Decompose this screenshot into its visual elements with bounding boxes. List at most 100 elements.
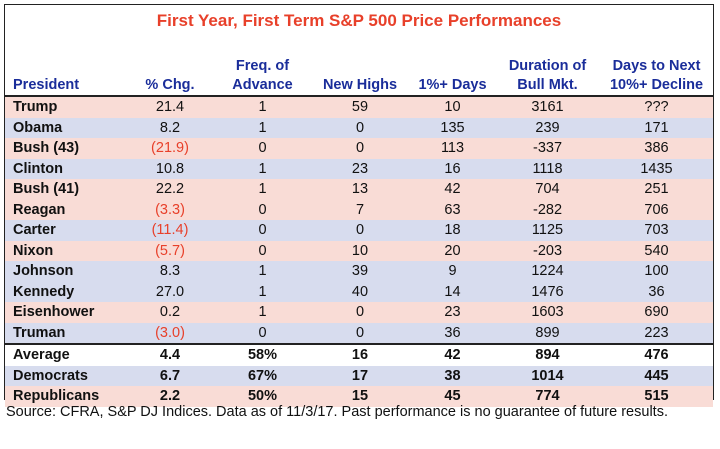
bull-duration-cell: -337 xyxy=(495,138,600,159)
pct-change-cell: 21.4 xyxy=(125,95,215,118)
new-highs-cell: 7 xyxy=(310,199,410,220)
table-row: Carter (11.4) 0 0 18 1125 703 xyxy=(5,220,713,241)
new-highs-cell: 59 xyxy=(310,95,410,118)
one-pct-days-cell: 42 xyxy=(410,179,495,200)
pct-change-cell: 2.2 xyxy=(125,386,215,407)
header-president: President xyxy=(13,77,80,93)
president-cell: Carter xyxy=(5,220,125,241)
bull-duration-cell: 1603 xyxy=(495,302,600,323)
pct-change-cell: 4.4 xyxy=(125,343,215,366)
bull-duration-cell: 774 xyxy=(495,386,600,407)
header-days-to-decline: Days to Next 10%+ Decline xyxy=(609,58,704,93)
summary-row: Democrats 6.7 67% 17 38 1014 445 xyxy=(5,365,713,386)
new-highs-cell: 39 xyxy=(310,261,410,282)
days-to-decline-cell: 540 xyxy=(600,240,713,261)
one-pct-days-cell: 113 xyxy=(410,138,495,159)
bull-duration-cell: 899 xyxy=(495,322,600,344)
freq-advance-cell: 0 xyxy=(215,199,310,220)
pct-change-cell: (5.7) xyxy=(125,240,215,261)
freq-advance-cell: 50% xyxy=(215,386,310,407)
bull-duration-cell: 239 xyxy=(495,117,600,138)
freq-advance-cell: 1 xyxy=(215,302,310,323)
table-row: Obama 8.2 1 0 135 239 171 xyxy=(5,117,713,138)
freq-advance-cell: 1 xyxy=(215,158,310,179)
one-pct-days-cell: 16 xyxy=(410,158,495,179)
bull-duration-cell: 1476 xyxy=(495,281,600,302)
table-row: Johnson 8.3 1 39 9 1224 100 xyxy=(5,261,713,282)
bull-duration-cell: 894 xyxy=(495,343,600,366)
performance-table: President % Chg. Freq. of Advance New Hig… xyxy=(5,35,713,407)
president-cell: Bush (43) xyxy=(5,138,125,159)
pct-change-cell: 8.2 xyxy=(125,117,215,138)
days-to-decline-cell: 386 xyxy=(600,138,713,159)
new-highs-cell: 0 xyxy=(310,220,410,241)
one-pct-days-cell: 9 xyxy=(410,261,495,282)
pct-change-cell: 22.2 xyxy=(125,179,215,200)
freq-advance-cell: 0 xyxy=(215,240,310,261)
header-one-pct-days: 1%+ Days xyxy=(418,77,487,93)
bull-duration-cell: 1118 xyxy=(495,158,600,179)
days-to-decline-cell: 100 xyxy=(600,261,713,282)
pct-change-cell: (11.4) xyxy=(125,220,215,241)
freq-advance-cell: 0 xyxy=(215,322,310,344)
days-to-decline-cell: ??? xyxy=(600,95,713,118)
pct-change-cell: (3.3) xyxy=(125,199,215,220)
days-to-decline-cell: 1435 xyxy=(600,158,713,179)
freq-advance-cell: 1 xyxy=(215,117,310,138)
president-cell: Average xyxy=(5,343,125,366)
table-row: Nixon (5.7) 0 10 20 -203 540 xyxy=(5,240,713,261)
president-cell: Trump xyxy=(5,95,125,118)
table-row: Reagan (3.3) 0 7 63 -282 706 xyxy=(5,199,713,220)
president-cell: Clinton xyxy=(5,158,125,179)
president-cell: Republicans xyxy=(5,386,125,407)
bull-duration-cell: -282 xyxy=(495,199,600,220)
one-pct-days-cell: 36 xyxy=(410,322,495,344)
table-frame: First Year, First Term S&P 500 Price Per… xyxy=(4,4,714,407)
one-pct-days-cell: 14 xyxy=(410,281,495,302)
one-pct-days-cell: 20 xyxy=(410,240,495,261)
pct-change-cell: 10.8 xyxy=(125,158,215,179)
bull-duration-cell: 1224 xyxy=(495,261,600,282)
days-to-decline-cell: 690 xyxy=(600,302,713,323)
table-row: Kennedy 27.0 1 40 14 1476 36 xyxy=(5,281,713,302)
days-to-decline-cell: 706 xyxy=(600,199,713,220)
days-to-decline-cell: 251 xyxy=(600,179,713,200)
president-cell: Johnson xyxy=(5,261,125,282)
summary-row: Average 4.4 58% 16 42 894 476 xyxy=(5,343,713,366)
days-to-decline-cell: 703 xyxy=(600,220,713,241)
pct-change-cell: 0.2 xyxy=(125,302,215,323)
pct-change-cell: 8.3 xyxy=(125,261,215,282)
one-pct-days-cell: 18 xyxy=(410,220,495,241)
president-cell: Obama xyxy=(5,117,125,138)
new-highs-cell: 0 xyxy=(310,302,410,323)
freq-advance-cell: 0 xyxy=(215,220,310,241)
days-to-decline-cell: 36 xyxy=(600,281,713,302)
days-to-decline-cell: 515 xyxy=(600,386,713,407)
freq-advance-cell: 1 xyxy=(215,261,310,282)
president-cell: Nixon xyxy=(5,240,125,261)
one-pct-days-cell: 135 xyxy=(410,117,495,138)
pct-change-cell: 6.7 xyxy=(125,365,215,386)
days-to-decline-cell: 171 xyxy=(600,117,713,138)
freq-advance-cell: 1 xyxy=(215,179,310,200)
freq-advance-cell: 1 xyxy=(215,95,310,118)
header-pct-change: % Chg. xyxy=(145,77,195,93)
freq-advance-cell: 1 xyxy=(215,281,310,302)
table-row: Trump 21.4 1 59 10 3161??? xyxy=(5,95,713,118)
president-cell: Reagan xyxy=(5,199,125,220)
new-highs-cell: 10 xyxy=(310,240,410,261)
president-cell: Eisenhower xyxy=(5,302,125,323)
pct-change-cell: (3.0) xyxy=(125,322,215,344)
president-cell: Bush (41) xyxy=(5,179,125,200)
header-bull-duration: Duration of Bull Mkt. xyxy=(508,58,587,93)
one-pct-days-cell: 23 xyxy=(410,302,495,323)
new-highs-cell: 23 xyxy=(310,158,410,179)
pct-change-cell: (21.9) xyxy=(125,138,215,159)
freq-advance-cell: 0 xyxy=(215,138,310,159)
summary-row: Republicans 2.2 50% 15 45 774 515 xyxy=(5,386,713,407)
president-cell: Democrats xyxy=(5,365,125,386)
table-row: Truman (3.0) 0 0 36 899 223 xyxy=(5,322,713,344)
days-to-decline-cell: 445 xyxy=(600,365,713,386)
table-row: Bush (43) (21.9) 0 0 113 -337 386 xyxy=(5,138,713,159)
